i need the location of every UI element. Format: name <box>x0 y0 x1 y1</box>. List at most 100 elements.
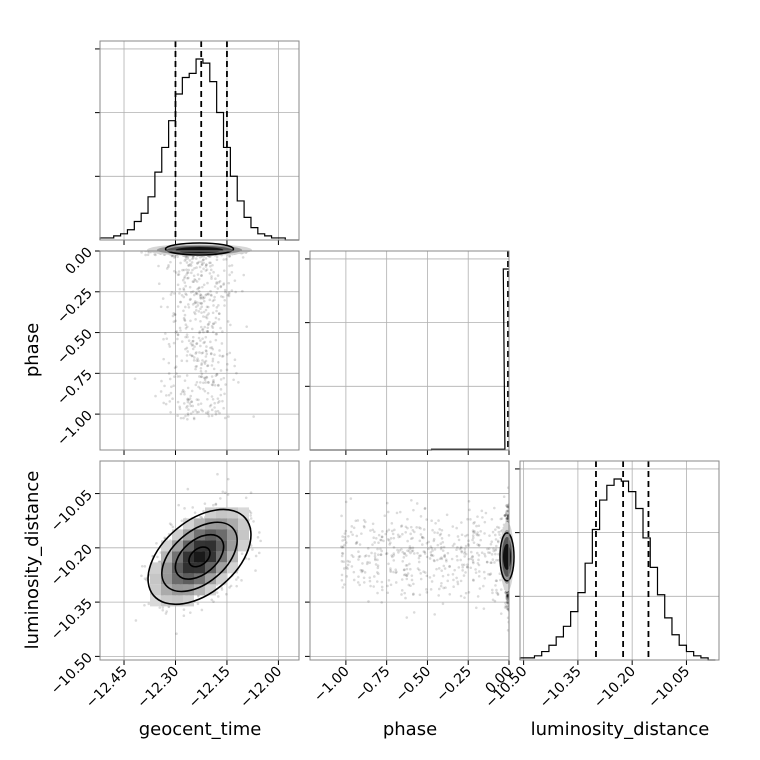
sample-point <box>219 388 223 391</box>
density-cell <box>183 518 194 530</box>
density-cell <box>161 584 172 596</box>
sample-point <box>495 558 498 562</box>
sample-point <box>223 491 227 495</box>
y-tick-label-luminosity_distance-3: −10.05 <box>48 487 96 535</box>
sample-point <box>186 487 190 491</box>
sample-point <box>193 356 196 359</box>
sample-point <box>380 535 384 539</box>
sample-point <box>467 500 471 503</box>
sample-point <box>197 277 201 281</box>
sample-point <box>226 477 230 481</box>
sample-point <box>503 591 507 594</box>
sample-point <box>195 364 199 368</box>
sample-point <box>209 403 213 407</box>
sample-point <box>494 552 497 556</box>
sample-point <box>229 323 232 327</box>
sample-point <box>146 253 150 257</box>
sample-point <box>371 543 374 546</box>
density-cell <box>216 540 227 552</box>
sample-point <box>392 546 396 549</box>
density-cell <box>238 540 249 552</box>
sample-point <box>185 268 188 271</box>
sample-point <box>164 402 168 406</box>
histogram-luminosity_distance: −10.50 −10.35 −10.20 −10.05 <box>482 461 719 711</box>
sample-point <box>189 394 193 398</box>
sample-point <box>505 599 509 603</box>
sample-point <box>204 269 208 272</box>
sample-point <box>402 556 406 559</box>
sample-point <box>448 564 451 568</box>
sample-point <box>471 534 475 537</box>
sample-point <box>493 533 497 537</box>
sample-point <box>205 305 209 309</box>
sample-point <box>199 515 202 519</box>
sample-point <box>182 316 186 320</box>
sample-point <box>471 555 474 558</box>
sample-point <box>195 280 199 283</box>
sample-point <box>421 543 424 546</box>
sample-point <box>346 559 350 563</box>
sample-point <box>419 533 423 536</box>
sample-point <box>235 578 238 581</box>
sample-point <box>194 318 197 321</box>
sample-point <box>184 284 188 288</box>
sample-point <box>202 387 205 391</box>
sample-point <box>230 264 234 267</box>
sample-point <box>216 274 220 277</box>
sample-point <box>406 517 409 521</box>
sample-point <box>249 517 253 520</box>
density-cell <box>183 551 194 563</box>
sample-point <box>186 413 190 417</box>
sample-point <box>199 296 203 300</box>
density-cell <box>205 584 216 596</box>
sample-point <box>230 289 234 292</box>
sample-point <box>405 563 409 567</box>
sample-point <box>218 354 222 357</box>
sample-point <box>214 338 218 342</box>
sample-point <box>143 565 147 568</box>
sample-point <box>363 526 366 529</box>
sample-point <box>192 256 195 260</box>
sample-point <box>402 573 406 577</box>
sample-point <box>506 514 509 518</box>
sample-point <box>200 274 203 277</box>
sample-point <box>184 323 188 327</box>
sample-point <box>257 551 261 555</box>
sample-point <box>497 552 500 556</box>
sample-point <box>448 592 452 596</box>
density-cell <box>205 518 216 530</box>
sample-point <box>214 332 218 336</box>
sample-point <box>160 379 163 383</box>
sample-point <box>504 513 507 517</box>
sample-point <box>181 268 184 272</box>
sample-point <box>383 514 387 518</box>
sample-point <box>487 572 490 576</box>
sample-point <box>205 350 208 353</box>
sample-point <box>505 517 508 521</box>
sample-point <box>210 277 213 280</box>
sample-point <box>506 516 509 519</box>
sample-point <box>206 329 210 333</box>
sample-point <box>483 552 486 556</box>
sample-point <box>385 501 389 505</box>
sample-point <box>199 366 203 370</box>
sample-point <box>471 560 475 564</box>
sample-point <box>506 513 509 517</box>
panel-frame-phase <box>309 250 510 451</box>
sample-point <box>456 582 460 586</box>
sample-point <box>427 547 430 551</box>
sample-point <box>177 270 181 273</box>
sample-point <box>473 529 476 533</box>
sample-point <box>197 403 200 406</box>
sample-point <box>496 592 500 595</box>
sample-point <box>436 531 439 535</box>
density-cell <box>238 518 249 530</box>
sample-point <box>405 574 409 577</box>
sample-point <box>419 554 422 557</box>
sample-point <box>172 384 175 388</box>
sample-point <box>170 385 173 389</box>
sample-point <box>425 541 429 545</box>
sample-point <box>156 555 159 559</box>
sample-point <box>182 295 186 299</box>
sample-point <box>241 256 245 259</box>
